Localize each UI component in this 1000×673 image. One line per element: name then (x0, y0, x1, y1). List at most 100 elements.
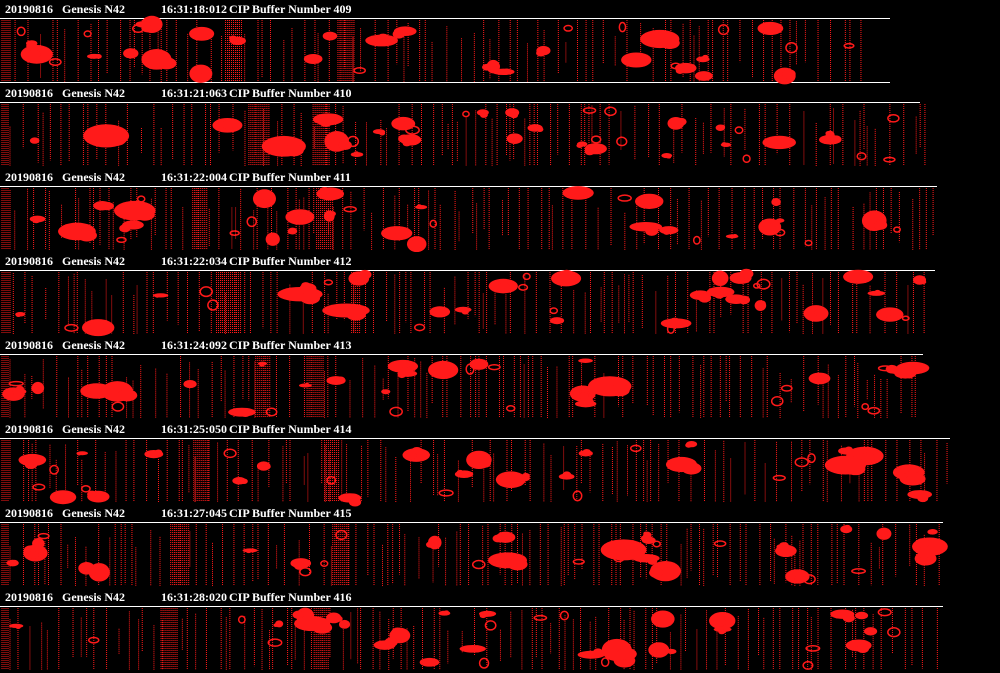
particle-blob (405, 451, 417, 460)
particle-blob (894, 367, 917, 379)
particle-blob (920, 279, 927, 285)
particle-ring (582, 107, 597, 114)
particle-blob (397, 371, 407, 379)
buffer-aircraft: Genesis N42 (62, 254, 125, 268)
particle-ring (389, 406, 403, 417)
particle-ring (843, 42, 855, 49)
particle-aggregate (117, 389, 138, 402)
particle-aggregate (312, 621, 333, 634)
particle-blob (844, 524, 851, 530)
buffer-time: 16:31:22:034 (161, 254, 227, 268)
particle-ring (600, 657, 610, 668)
particle-ring (8, 380, 24, 387)
particle-blob (416, 204, 422, 208)
particle-ring (802, 660, 814, 670)
particle-ring (734, 126, 744, 135)
particle-blob (668, 317, 681, 327)
particle-ring (742, 154, 751, 164)
particle-blob (410, 239, 423, 249)
particle-aggregate (106, 133, 127, 146)
particle-blob (479, 112, 488, 118)
particle-blob (31, 385, 40, 392)
particle-blob (461, 309, 469, 315)
particle-blob (497, 282, 511, 293)
particle-blob (379, 131, 386, 136)
particle-blob (76, 452, 82, 456)
particle-blob (377, 33, 390, 43)
particle-blob (301, 282, 311, 289)
particle-ring (756, 278, 771, 290)
buffer-label: CIP Buffer Number 414 (229, 422, 352, 436)
buffer-label: CIP Buffer Number 415 (229, 506, 352, 520)
particle-ring (883, 156, 896, 163)
particle-aggregate (283, 144, 304, 157)
particle-ring (618, 21, 627, 33)
particle-blob (643, 531, 649, 536)
particle-aggregate (507, 558, 528, 571)
particle-image (1, 356, 930, 418)
particle-blob (392, 29, 406, 39)
particle-ring (343, 206, 357, 213)
particle-ring (518, 283, 529, 291)
particle-blob (536, 126, 544, 132)
particle-blob (398, 134, 410, 143)
buffer-date: 20190816 (5, 422, 53, 436)
particle-ring (414, 323, 426, 332)
particle-blob (915, 538, 930, 548)
particle-blob (350, 152, 364, 158)
particle-blob (879, 530, 889, 537)
particle-blob (95, 54, 102, 59)
particle-image (1, 607, 938, 670)
particle-blob (698, 293, 712, 303)
buffer-time: 16:31:25:050 (161, 422, 227, 436)
particle-ring (572, 490, 583, 502)
particle-blob (90, 387, 103, 397)
particle-blob (385, 227, 397, 236)
particle-blob (782, 69, 796, 79)
particle-blob (11, 559, 18, 565)
particle-blob (264, 464, 271, 469)
particle-blob (719, 124, 726, 129)
particle-ring (48, 58, 62, 67)
buffer-strip: 20190816 Genesis N42 16:31:22:004 CIP Buffe… (0, 170, 937, 253)
particle-blob (643, 195, 655, 203)
particle-blob (582, 448, 591, 455)
buffer-label: CIP Buffer Number 413 (229, 338, 352, 352)
particle-ring (265, 407, 278, 417)
particle-blob (655, 648, 668, 657)
particle-ring (16, 26, 26, 37)
particle-ring (563, 24, 574, 32)
buffer-label: CIP Buffer Number 412 (229, 254, 352, 268)
particle-image (1, 15, 862, 85)
particle-blob (560, 269, 574, 280)
particle-ring (49, 464, 60, 475)
buffer-label: CIP Buffer Number 409 (229, 2, 352, 16)
buffer-strip: 20190816 Genesis N42 16:31:18:012 CIP Buffe… (0, 2, 890, 85)
particle-blob (593, 648, 603, 656)
particle-blob (858, 614, 865, 619)
particle-ring (772, 474, 786, 481)
particle-blob (721, 142, 727, 146)
particle-ring (617, 194, 632, 202)
particle-ring (326, 475, 337, 485)
particle-ring (652, 540, 661, 548)
particle-ring (804, 239, 813, 247)
particle-blob (521, 472, 530, 479)
particle-blob (328, 32, 337, 39)
particle-ring (246, 216, 258, 228)
particle-ring (629, 444, 642, 453)
particle-ring (893, 226, 901, 233)
particle-ring (478, 657, 490, 669)
buffer-aircraft: Genesis N42 (62, 2, 125, 16)
particle-blob (492, 534, 504, 543)
particle-ring (604, 106, 617, 117)
particle-blob (578, 392, 589, 400)
particle-blob (383, 391, 388, 395)
particle-aggregate (300, 292, 321, 305)
particle-ring (794, 457, 809, 468)
buffer-label: CIP Buffer Number 410 (229, 86, 352, 100)
particle-blob (866, 628, 873, 634)
buffer-strip: 20190816 Genesis N42 16:31:21:063 CIP Buffe… (0, 86, 926, 166)
particle-blob (647, 557, 658, 565)
